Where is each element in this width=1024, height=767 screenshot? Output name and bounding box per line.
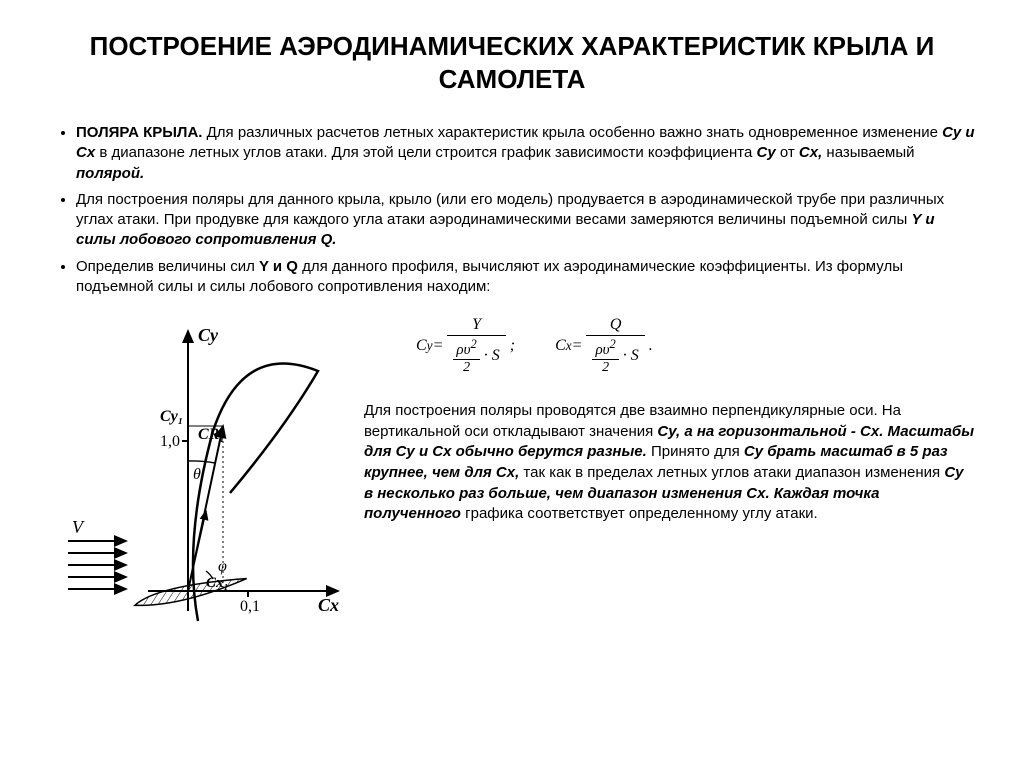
polar-diagram: V Cy <box>48 311 348 651</box>
axis-x-label: Cx <box>318 595 339 615</box>
b1-cx: Сх, <box>799 144 822 161</box>
p4: графика соответствует определенному углу… <box>461 505 818 522</box>
cx-num: Q <box>586 317 644 336</box>
b1-lead: ПОЛЯРА КРЫЛА. <box>76 124 202 141</box>
cx1-label: Cx₁ <box>206 575 229 591</box>
theta-label: θ <box>193 466 201 483</box>
cr1-label: CR₁ <box>198 426 225 443</box>
b1-polar: полярой. <box>76 165 144 182</box>
bullet-list: ПОЛЯРА КРЫЛА. Для различных расчетов лет… <box>48 123 976 297</box>
cx-lhs: C <box>555 337 566 355</box>
two-2: 2 <box>592 360 618 375</box>
cy-lhs: C <box>416 337 427 355</box>
x-tick: 0,1 <box>240 598 260 615</box>
v-label: V <box>72 517 85 537</box>
b1-b: в диапазоне летных углов атаки. Для этой… <box>95 144 756 161</box>
sq-1: 2 <box>470 337 476 351</box>
rho-1: ρυ <box>456 342 470 358</box>
rho-2: ρυ <box>595 342 609 358</box>
bullet-3: Определив величины сил Y и Q для данного… <box>76 257 976 298</box>
b3-a: Определив величины сил <box>76 258 259 275</box>
bullet-1: ПОЛЯРА КРЫЛА. Для различных расчетов лет… <box>76 123 976 184</box>
phi-label: φ <box>218 558 227 575</box>
eq-sign-2: = <box>572 337 583 355</box>
dot: . <box>649 337 653 355</box>
sq-2: 2 <box>610 337 616 351</box>
b1-d: называемый <box>822 144 914 161</box>
b1-cy: Су <box>757 144 776 161</box>
semi: ; <box>510 337 515 355</box>
cy-num: Y <box>447 317 505 336</box>
bottom-paragraph: Для построения поляры проводятся две вза… <box>364 401 976 525</box>
page-title: ПОСТРОЕНИЕ АЭРОДИНАМИЧЕСКИХ ХАРАКТЕРИСТИ… <box>48 30 976 95</box>
cy1-label: Cy₁ <box>160 408 183 425</box>
b3-yq: Y и Q <box>259 258 298 275</box>
bullet-2: Для построения поляры для данного крыла,… <box>76 190 976 251</box>
s-2: · S <box>619 347 639 364</box>
formula-cx: Cx = Q ρυ2 2 · S . <box>555 317 653 375</box>
y-tick: 1,0 <box>160 433 180 450</box>
s-1: · S <box>480 347 500 364</box>
formulas: Cy = Y ρυ2 2 · S ; Cx <box>416 317 976 375</box>
two-1: 2 <box>453 360 479 375</box>
b2-a: Для построения поляры для данного крыла,… <box>76 191 944 228</box>
b1-a: Для различных расчетов летных характерис… <box>202 124 942 141</box>
formula-cy: Cy = Y ρυ2 2 · S ; <box>416 317 515 375</box>
b1-c: от <box>776 144 799 161</box>
p3: так как в пределах летных углов атаки ди… <box>519 464 944 481</box>
axis-y-label: Cy <box>198 325 219 345</box>
eq-sign-1: = <box>433 337 444 355</box>
p2: Принято для <box>647 443 744 460</box>
